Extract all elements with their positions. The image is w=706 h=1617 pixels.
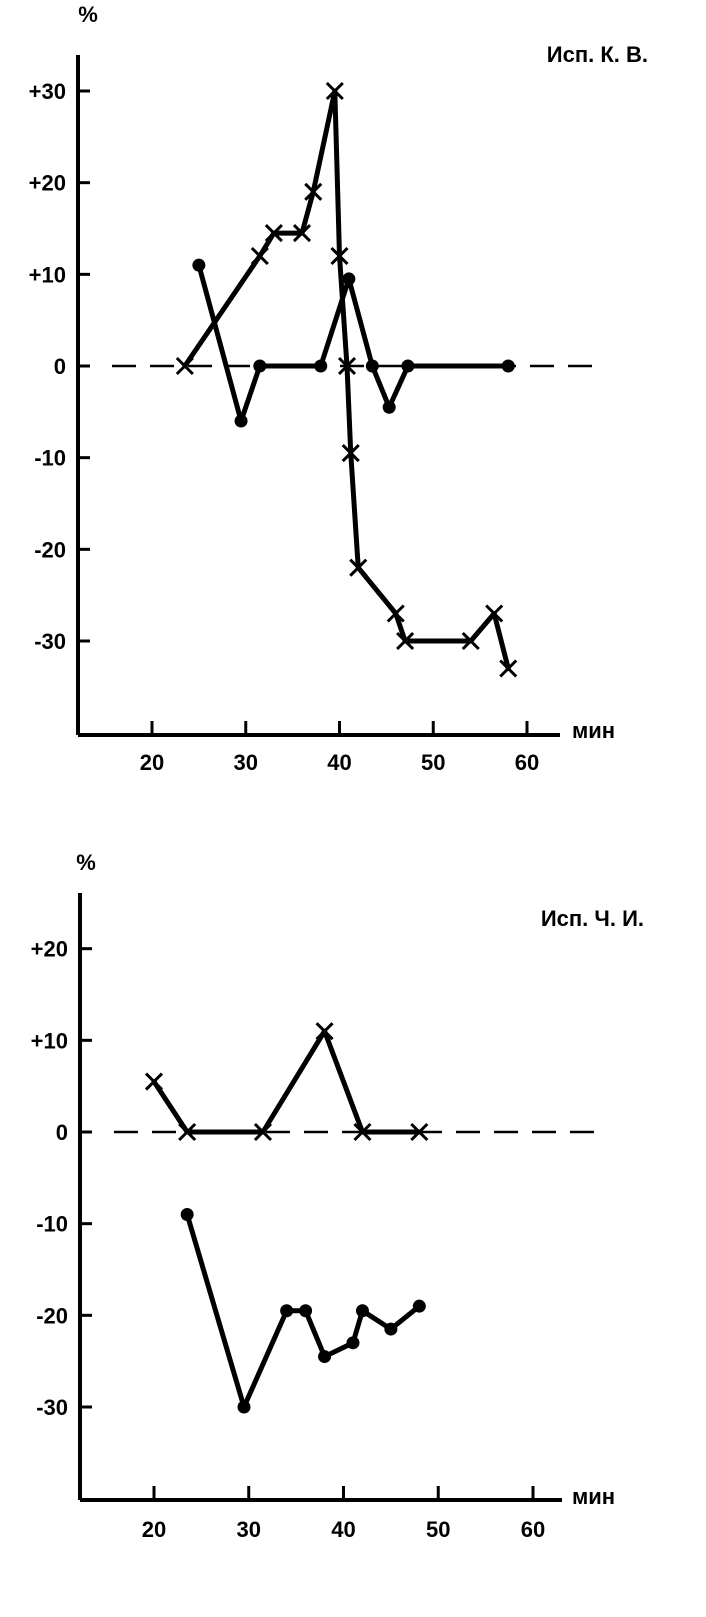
data-point-cross <box>264 224 283 243</box>
y-axis-unit-label: % <box>76 850 96 875</box>
data-point-cross <box>410 1122 429 1142</box>
data-point-dot <box>384 1322 398 1336</box>
data-point-dot <box>318 1350 332 1364</box>
data-point-dot <box>280 1304 294 1318</box>
data-point-cross <box>178 1122 197 1142</box>
data-point-dot <box>299 1304 313 1318</box>
x-tick-label: 20 <box>142 1517 166 1542</box>
series-cross-line <box>182 88 511 671</box>
x-tick-label: 60 <box>521 1517 545 1542</box>
x-axis-unit-label: мин <box>572 1484 615 1509</box>
series-dot-line <box>196 262 511 424</box>
data-point-cross <box>250 246 269 266</box>
data-point-cross <box>330 246 349 266</box>
data-point-cross <box>337 356 357 376</box>
y-tick-label: -10 <box>34 446 66 471</box>
y-tick-label: +10 <box>31 1028 68 1053</box>
data-point-dot <box>501 359 515 373</box>
series-cross-line <box>151 1028 422 1135</box>
data-point-cross <box>396 631 415 651</box>
y-tick-label: -30 <box>36 1395 68 1420</box>
y-tick-label: 0 <box>56 1120 68 1145</box>
data-point-dot <box>346 1336 360 1350</box>
data-point-cross <box>144 1072 164 1091</box>
data-point-cross <box>304 182 323 201</box>
data-point-cross <box>253 1122 273 1142</box>
data-point-dot <box>234 414 248 428</box>
data-point-dot <box>192 258 206 272</box>
y-tick-label: +30 <box>29 79 66 104</box>
data-point-dot <box>180 1208 194 1221</box>
y-tick-label: +20 <box>31 937 68 962</box>
chart-title: Исп. Ч. И. <box>541 906 644 931</box>
y-tick-label: -30 <box>34 629 66 654</box>
x-tick-label: 30 <box>234 750 258 775</box>
x-tick-label: 50 <box>426 1517 450 1542</box>
data-point-dot <box>412 1299 426 1313</box>
x-tick-label: 60 <box>515 750 539 775</box>
data-point-dot <box>237 1400 251 1414</box>
data-point-dot <box>253 359 267 373</box>
x-tick-label: 50 <box>421 750 445 775</box>
data-point-cross <box>353 1122 372 1142</box>
data-point-cross <box>315 1022 334 1041</box>
data-point-cross <box>175 356 194 376</box>
y-tick-label: 0 <box>54 354 66 379</box>
data-point-cross <box>499 659 518 678</box>
data-point-cross <box>292 224 312 243</box>
x-tick-label: 30 <box>237 1517 261 1542</box>
y-tick-label: +20 <box>29 171 66 196</box>
data-point-dot <box>314 359 328 373</box>
y-tick-label: -20 <box>34 537 66 562</box>
y-tick-label: -10 <box>36 1212 68 1237</box>
x-tick-label: 20 <box>140 750 164 775</box>
y-axis-unit-label: % <box>78 2 98 27</box>
data-point-dot <box>382 400 396 414</box>
data-point-dot <box>365 359 379 373</box>
data-point-dot <box>342 272 356 286</box>
chart-panel-kv: % Исп. К. В. мин +30 +20 +10 0 -10 -20 -30 20 30 40 5… <box>29 2 648 775</box>
chart-title: Исп. К. В. <box>547 42 648 67</box>
data-point-cross <box>341 444 360 463</box>
data-point-cross <box>461 631 480 651</box>
chart-panel-chi: % Исп. Ч. И. мин +20 +10 0 -10 -20 -30 20 30 40 50 60 <box>31 850 644 1542</box>
x-tick-label: 40 <box>327 750 351 775</box>
x-tick-label: 40 <box>331 1517 355 1542</box>
y-tick-label: +10 <box>29 262 66 287</box>
data-point-dot <box>401 359 415 373</box>
data-point-cross <box>386 604 405 623</box>
y-tick-label: -20 <box>36 1303 68 1328</box>
data-point-cross <box>349 558 368 577</box>
data-point-dot <box>355 1304 369 1318</box>
x-axis-unit-label: мин <box>572 718 615 743</box>
data-point-cross <box>325 81 344 101</box>
data-point-cross <box>485 604 504 623</box>
